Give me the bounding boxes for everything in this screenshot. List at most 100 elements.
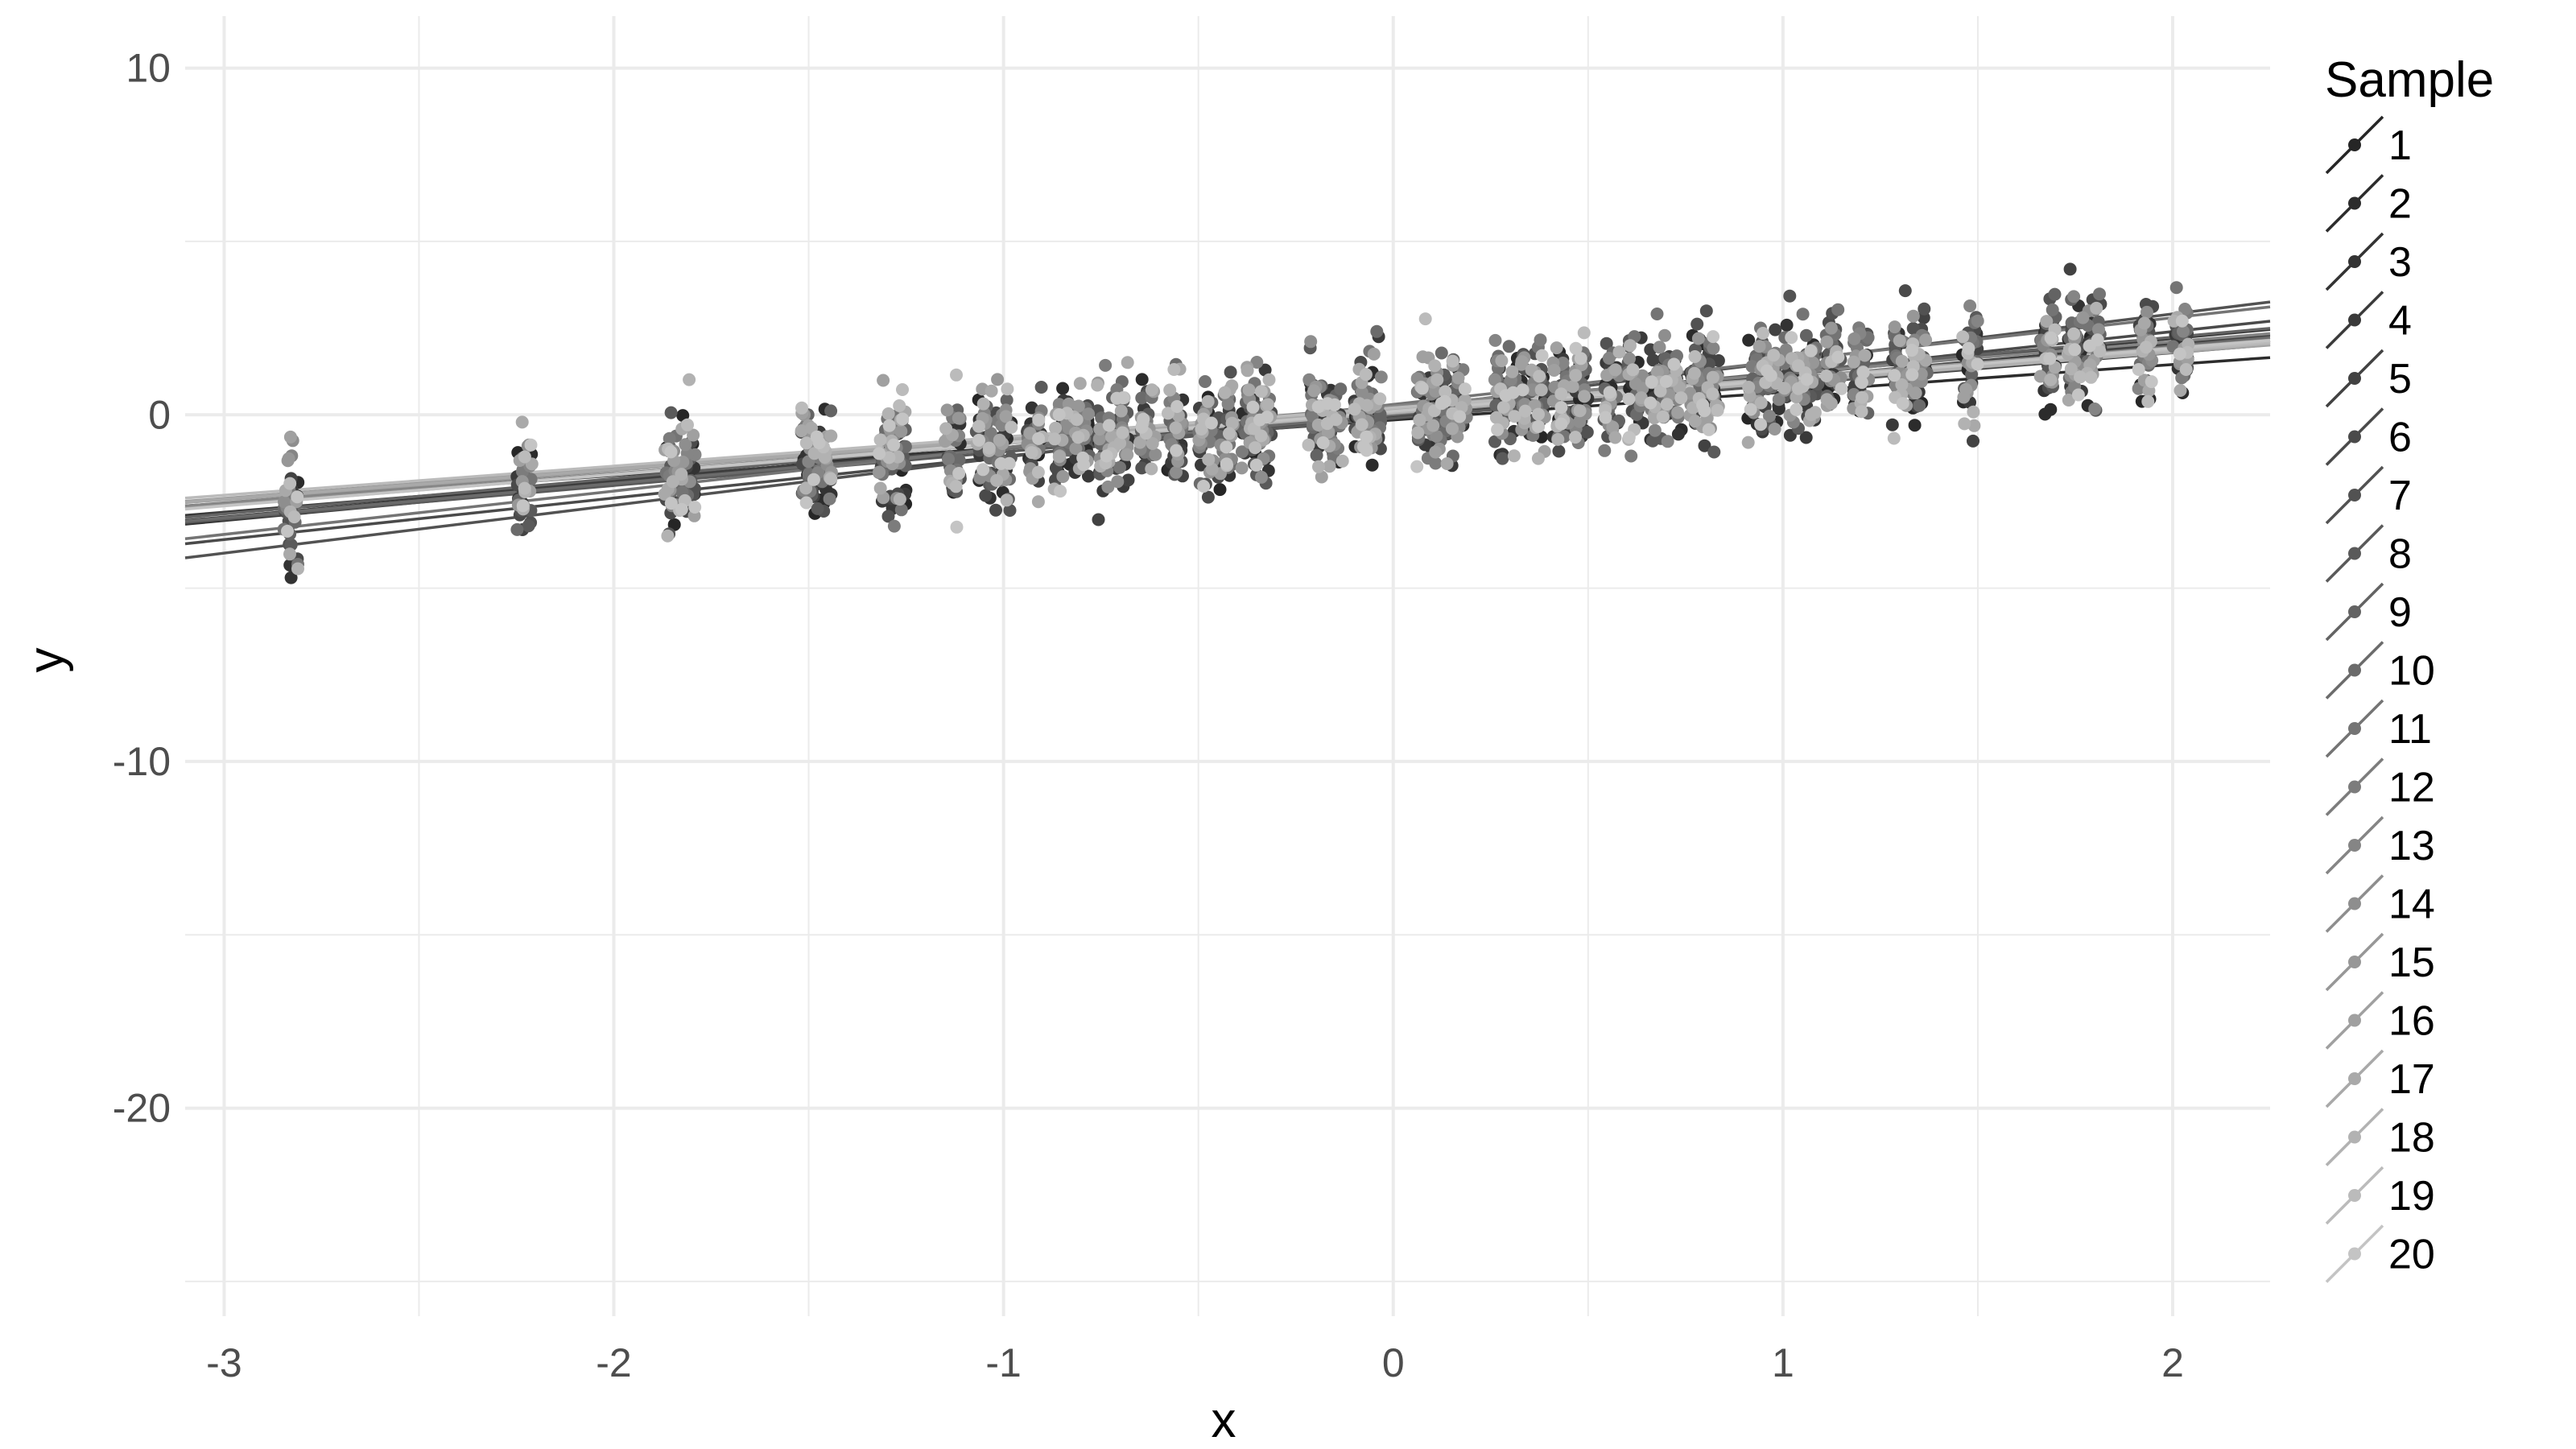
data-point <box>1856 365 1870 379</box>
data-point <box>1133 436 1147 449</box>
data-point <box>824 472 838 485</box>
data-point <box>989 503 1002 517</box>
data-point <box>1316 436 1330 449</box>
data-point <box>2044 402 2058 416</box>
data-point <box>1034 381 1048 394</box>
data-point <box>683 373 696 386</box>
legend-point-swatch <box>2348 839 2361 852</box>
data-point <box>1624 449 1638 463</box>
data-point <box>1092 513 1105 526</box>
data-point <box>1489 411 1503 424</box>
legend-item: 8 <box>2325 524 2412 583</box>
data-point <box>1302 438 1315 452</box>
data-point <box>2063 262 2077 276</box>
data-point <box>882 451 896 464</box>
data-point <box>1532 407 1545 421</box>
data-point <box>515 415 529 429</box>
data-point <box>1170 400 1184 413</box>
data-point <box>1435 346 1448 360</box>
data-point <box>1962 341 1975 355</box>
data-point <box>1516 383 1530 397</box>
data-point <box>1373 392 1387 406</box>
legend-label: 1 <box>2388 122 2412 169</box>
legend-item: 7 <box>2325 465 2412 525</box>
data-point <box>1304 335 1318 349</box>
data-point <box>518 481 531 495</box>
legend-point-swatch <box>2348 1013 2361 1027</box>
data-point <box>2062 394 2075 407</box>
data-point <box>1698 439 1711 452</box>
data-point <box>2140 305 2153 319</box>
legend-label: 4 <box>2388 298 2412 345</box>
data-point <box>1919 333 1933 347</box>
data-point <box>1359 368 1373 382</box>
data-point <box>1671 427 1685 441</box>
data-point <box>1707 445 1721 459</box>
data-point <box>1660 398 1674 411</box>
data-point <box>1608 363 1622 377</box>
data-point <box>2088 402 2102 415</box>
data-point <box>1507 449 1521 463</box>
data-point <box>1170 465 1183 479</box>
x-tick-label: 1 <box>1772 1340 1794 1385</box>
data-point <box>1650 308 1664 320</box>
data-point <box>2046 303 2059 316</box>
data-point <box>1644 396 1657 410</box>
data-point <box>1971 314 1984 328</box>
data-point <box>1335 454 1349 468</box>
data-point <box>1707 341 1720 355</box>
data-point <box>893 493 906 506</box>
data-point <box>1355 418 1368 431</box>
data-point <box>1706 387 1719 401</box>
data-point <box>942 452 955 466</box>
data-point <box>1525 383 1539 397</box>
data-point <box>1554 417 1568 431</box>
data-point <box>1971 357 1984 371</box>
data-point <box>2179 363 2193 376</box>
legend-point-swatch <box>2348 547 2361 560</box>
data-point <box>1149 448 1162 461</box>
data-point <box>1410 460 1424 473</box>
data-point <box>1052 398 1066 411</box>
legend-item: 17 <box>2325 1049 2435 1108</box>
data-point <box>894 424 908 438</box>
data-point <box>1535 349 1549 362</box>
data-point <box>666 475 679 489</box>
data-point <box>2048 287 2062 301</box>
data-point <box>1052 408 1066 422</box>
data-point <box>1223 427 1236 440</box>
data-point <box>2093 287 2106 301</box>
data-point <box>799 496 813 510</box>
data-point <box>1082 407 1096 421</box>
data-point <box>1236 445 1249 459</box>
data-point <box>1757 327 1769 340</box>
data-point <box>1048 432 1062 446</box>
data-point <box>1573 404 1587 418</box>
data-point <box>664 406 678 419</box>
data-point <box>976 397 990 411</box>
data-point <box>1073 377 1087 390</box>
data-point <box>1052 450 1066 464</box>
data-point <box>1906 309 1920 323</box>
legend-label: 14 <box>2388 881 2435 928</box>
legend-label: 17 <box>2388 1056 2435 1103</box>
data-point <box>939 422 953 436</box>
data-point <box>2044 331 2058 345</box>
data-point <box>1706 370 1719 384</box>
data-point <box>1220 440 1233 454</box>
data-point <box>1491 423 1505 436</box>
data-point <box>1213 483 1227 497</box>
data-point <box>1114 404 1128 418</box>
data-point <box>516 499 530 513</box>
legend-item: 12 <box>2325 758 2435 816</box>
data-point <box>2083 339 2096 353</box>
data-point <box>1101 480 1115 493</box>
legend-item: 3 <box>2325 232 2412 291</box>
data-point <box>1573 415 1587 428</box>
data-point <box>675 468 688 481</box>
data-point <box>1202 452 1216 466</box>
data-point <box>1312 460 1325 473</box>
